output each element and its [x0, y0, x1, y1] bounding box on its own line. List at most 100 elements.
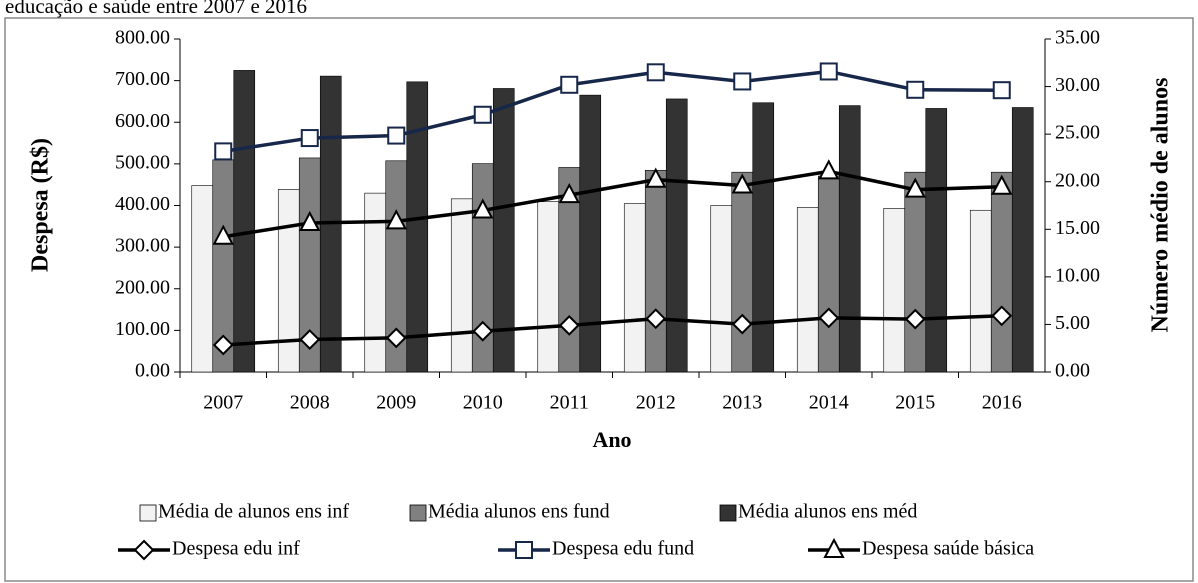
bar — [579, 94, 602, 373]
line-marker — [472, 198, 494, 219]
line-marker — [991, 305, 1013, 327]
bar — [990, 171, 1013, 373]
y2-axis-label: Número médio de alunos — [1148, 78, 1174, 333]
legend-marker — [515, 541, 533, 559]
x-tick-label: 2015 — [895, 392, 935, 414]
y2-tick-label: 20.00 — [1055, 169, 1100, 191]
x-tick-label: 2009 — [376, 392, 416, 414]
line-marker — [299, 329, 321, 350]
y-tick-label: 600.00 — [115, 110, 170, 132]
y-tick-label: 800.00 — [115, 27, 170, 49]
line-marker — [819, 62, 838, 81]
line-marker — [904, 308, 926, 330]
y2-tick-label: 15.00 — [1055, 217, 1100, 239]
bar — [492, 88, 515, 373]
bar — [277, 189, 300, 373]
legend-marker — [133, 539, 155, 561]
line-marker — [904, 177, 926, 198]
bar — [752, 102, 775, 373]
line — [223, 314, 1002, 347]
line-marker — [212, 224, 234, 245]
x-tick-label: 2013 — [722, 392, 762, 414]
bar — [623, 203, 646, 373]
chart-title: educação e saúde entre 2007 e 2016 — [5, 0, 307, 18]
x-tick-label: 2016 — [982, 392, 1022, 414]
legend-swatch — [409, 504, 427, 522]
x-tick-label: 2008 — [290, 392, 330, 414]
line-marker — [385, 327, 407, 349]
y2-tick-label: 10.00 — [1055, 264, 1100, 286]
x-tick-label: 2011 — [550, 392, 589, 414]
chart-border — [4, 17, 1194, 582]
line-marker — [473, 105, 492, 124]
line-marker — [472, 320, 494, 342]
line-marker — [645, 308, 667, 330]
legend-label: Despesa saúde básica — [862, 538, 1034, 560]
legend-label: Despesa edu fund — [552, 538, 694, 560]
y-tick-label: 700.00 — [115, 68, 170, 90]
y-tick-label: 300.00 — [115, 235, 170, 257]
line-marker — [558, 314, 580, 336]
line-marker — [299, 210, 321, 231]
line-marker — [731, 173, 753, 194]
legend-label: Média de alunos ens inf — [158, 501, 349, 523]
bar — [710, 205, 733, 373]
y-tick-label: 400.00 — [115, 193, 170, 215]
y-tick-label: 0.00 — [135, 360, 170, 382]
line-marker — [646, 63, 665, 82]
y-tick-label: 200.00 — [115, 276, 170, 298]
bar — [796, 207, 819, 373]
line — [222, 169, 1002, 239]
y2-tick-label: 0.00 — [1055, 360, 1090, 382]
y2-tick-label: 30.00 — [1055, 74, 1100, 96]
bar — [537, 201, 560, 373]
legend-label: Média alunos ens méd — [738, 501, 917, 523]
y-tick-label: 100.00 — [115, 318, 170, 340]
y-axis-label: Despesa (R$) — [28, 138, 54, 272]
bar — [665, 98, 688, 373]
line-marker — [214, 142, 233, 161]
x-axis-label: Ano — [592, 427, 631, 452]
line-marker — [991, 174, 1013, 195]
bar — [883, 208, 906, 373]
x-tick-label: 2007 — [203, 392, 243, 414]
line-marker — [385, 209, 407, 230]
line-marker — [733, 72, 752, 91]
bar — [450, 198, 473, 373]
bar — [1011, 107, 1034, 373]
x-tick-label: 2012 — [636, 392, 676, 414]
bar — [904, 171, 927, 373]
y2-tick-label: 35.00 — [1055, 27, 1100, 49]
x-tick-label: 2010 — [463, 392, 503, 414]
bar — [925, 108, 948, 373]
bar — [731, 171, 754, 373]
line-marker — [387, 126, 406, 145]
legend-marker — [823, 537, 845, 558]
line-marker — [300, 129, 319, 148]
line-marker — [645, 167, 667, 188]
bar — [644, 169, 667, 373]
line-marker — [731, 313, 753, 335]
line-marker — [818, 307, 840, 329]
line-marker — [906, 80, 925, 99]
line-marker — [818, 159, 840, 180]
bar — [838, 105, 861, 373]
bar — [191, 185, 214, 373]
y2-tick-label: 5.00 — [1055, 312, 1090, 334]
bar — [233, 70, 256, 373]
x-tick-label: 2014 — [809, 392, 849, 414]
bar — [969, 209, 992, 373]
legend-label: Média alunos ens fund — [428, 501, 610, 523]
legend-swatch — [719, 504, 737, 522]
line-marker — [560, 75, 579, 94]
legend-swatch — [139, 504, 157, 522]
bar — [406, 81, 429, 373]
y2-tick-label: 25.00 — [1055, 122, 1100, 144]
bar — [817, 175, 840, 373]
line — [222, 69, 1002, 154]
line-marker — [992, 81, 1011, 100]
line-marker — [558, 182, 580, 204]
y-tick-label: 500.00 — [115, 151, 170, 173]
legend-label: Despesa edu inf — [172, 538, 300, 560]
